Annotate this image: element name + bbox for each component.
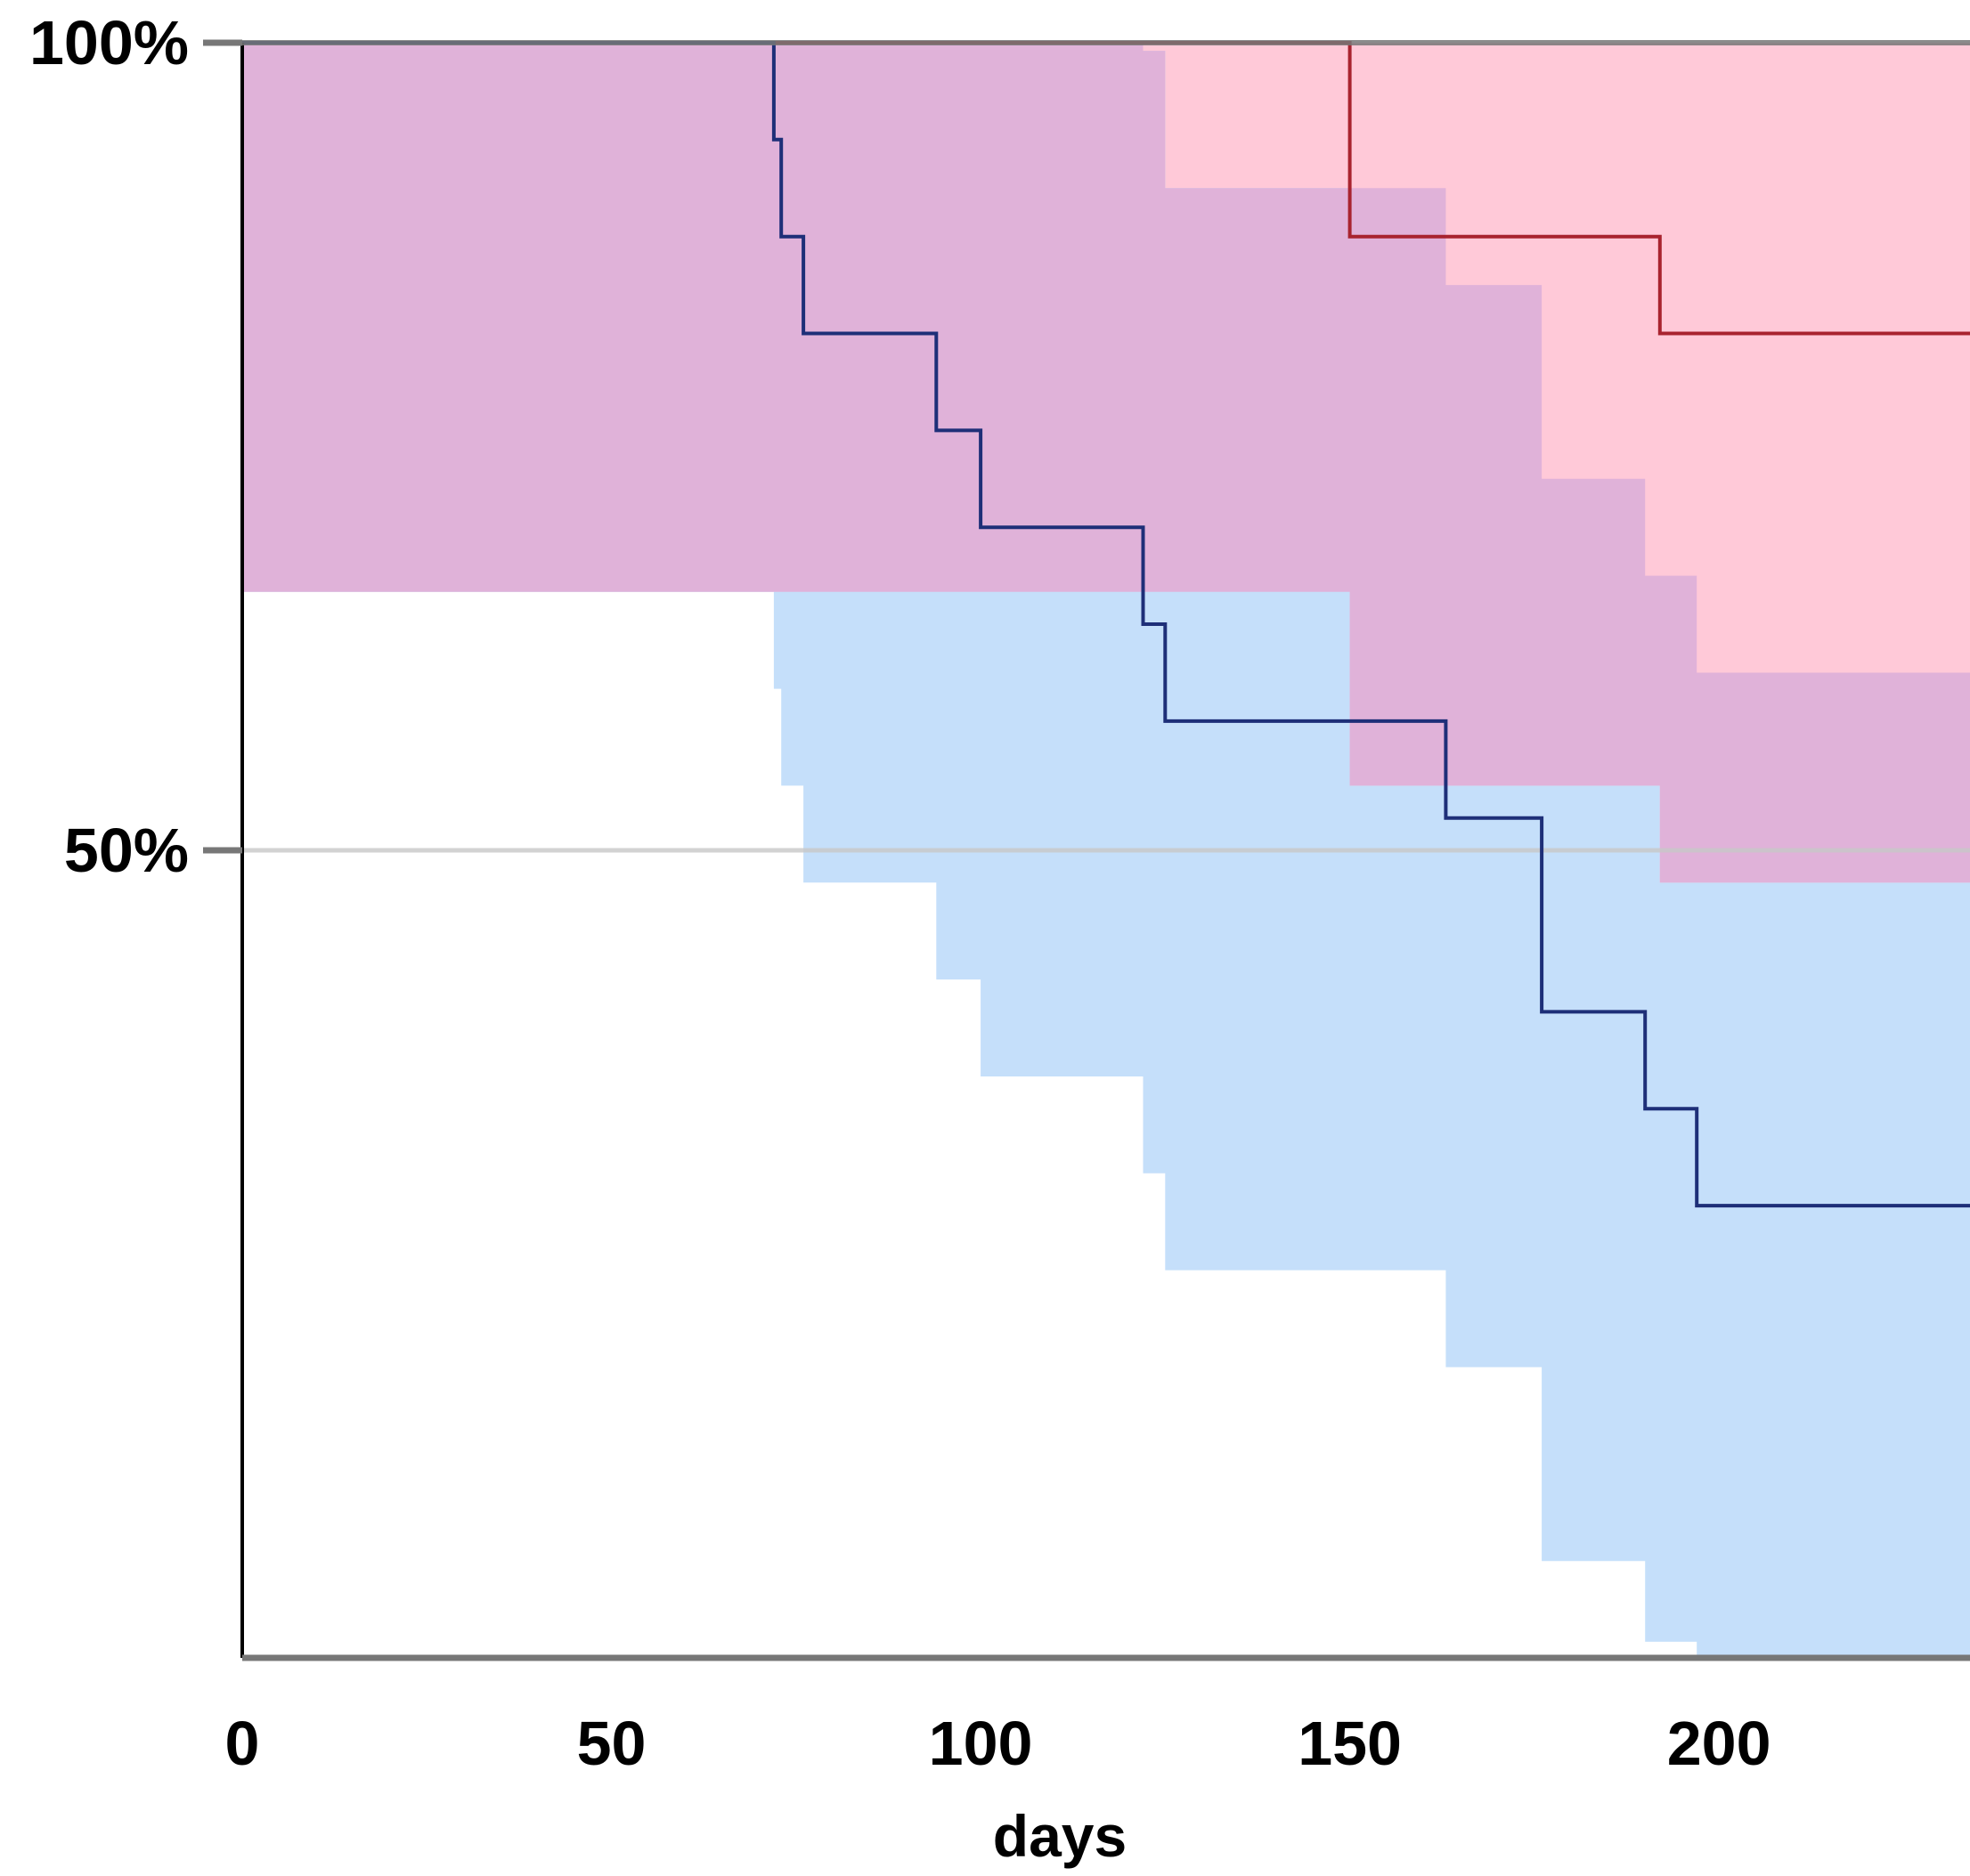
x-tick-label: 100 (929, 1709, 1033, 1778)
y-tick-label: 100% (29, 8, 189, 77)
x-tick-label: 200 (1667, 1709, 1771, 1778)
x-tick-label: 0 (225, 1709, 260, 1778)
x-tick-label: 150 (1298, 1709, 1402, 1778)
x-axis-title: days (993, 1803, 1127, 1869)
y-tick-label: 50% (64, 816, 189, 885)
x-tick-label: 50 (577, 1709, 647, 1778)
